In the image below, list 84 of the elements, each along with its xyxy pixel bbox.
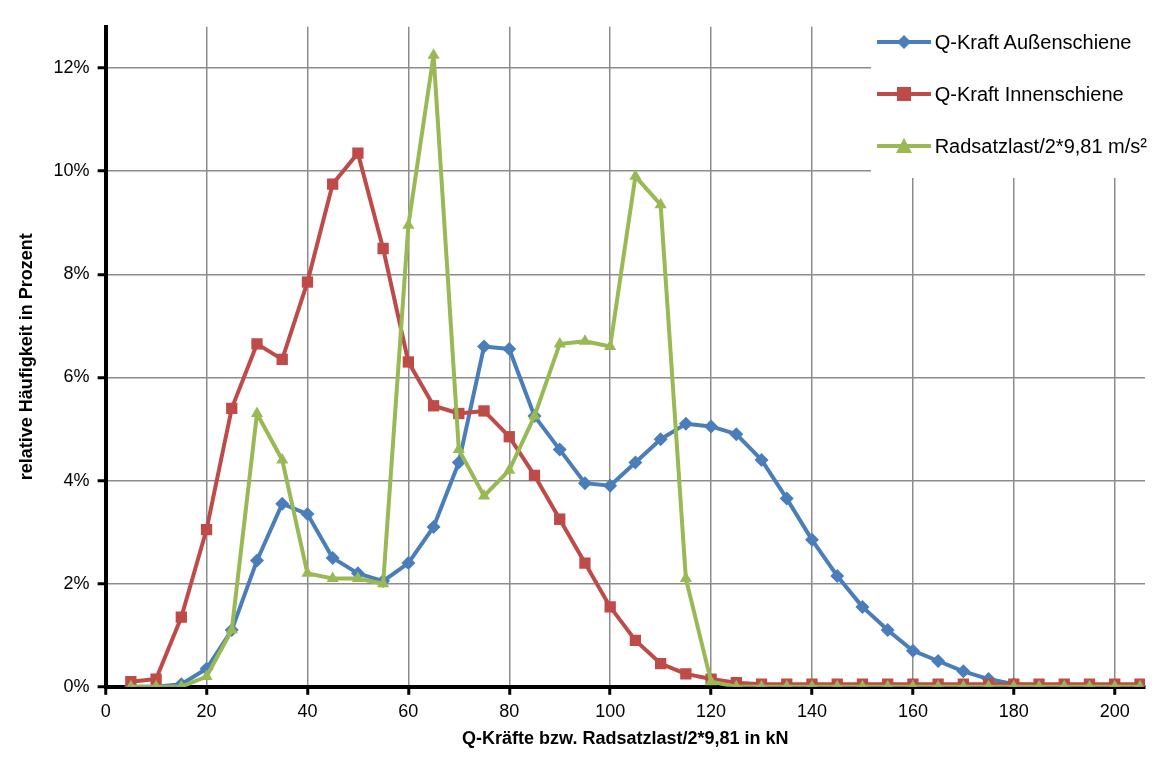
point <box>680 668 692 680</box>
point <box>629 169 642 180</box>
x-axis-title: Q-Kräfte bzw. Radsatzlast/2*9,81 in kN <box>462 728 789 749</box>
x-tick-label: 160 <box>897 700 928 721</box>
x-tick-label: 180 <box>998 700 1029 721</box>
point <box>880 623 895 638</box>
point <box>401 556 416 571</box>
point <box>402 356 415 368</box>
y-tick-label: 8% <box>63 263 90 284</box>
legend-label: Q-Kraft Außenschiene <box>934 30 1132 54</box>
point <box>225 623 238 634</box>
point <box>249 553 264 568</box>
point <box>603 478 618 493</box>
point <box>654 657 667 670</box>
point <box>554 513 566 525</box>
point <box>325 550 340 565</box>
point <box>830 568 845 583</box>
y-tick-label: 2% <box>63 572 90 593</box>
x-tick-label: 80 <box>499 700 520 721</box>
point <box>200 523 213 536</box>
point <box>503 463 516 474</box>
point <box>502 342 517 357</box>
point <box>552 442 567 457</box>
point <box>931 654 946 669</box>
point <box>528 469 541 482</box>
point <box>704 419 719 434</box>
point <box>528 409 541 420</box>
y-tick-label: 10% <box>53 160 90 181</box>
point <box>729 427 744 442</box>
point <box>175 611 187 623</box>
point <box>905 643 920 658</box>
point <box>251 338 263 350</box>
y-tick-label: 12% <box>53 57 90 78</box>
point <box>553 336 566 348</box>
x-tick-label: 100 <box>595 700 626 721</box>
x-tick-label: 200 <box>1099 700 1130 721</box>
point <box>754 452 769 467</box>
point <box>956 664 971 679</box>
point <box>477 339 492 354</box>
point <box>629 634 642 647</box>
x-tick-label: 140 <box>796 700 828 721</box>
point <box>427 400 440 412</box>
point <box>427 48 440 59</box>
point <box>402 218 415 229</box>
point <box>327 178 339 190</box>
x-tick-label: 20 <box>196 700 217 721</box>
point <box>276 452 289 464</box>
point <box>451 455 466 470</box>
point <box>276 353 288 366</box>
point <box>226 402 238 415</box>
point <box>654 197 667 209</box>
point <box>805 532 819 547</box>
point <box>351 571 364 583</box>
point <box>377 242 389 255</box>
point <box>604 601 616 613</box>
point <box>503 431 515 443</box>
point <box>578 334 592 345</box>
point <box>275 496 290 511</box>
point <box>577 476 592 491</box>
y-axis-title: relative Häufigkeit in Prozent <box>15 233 36 481</box>
y-tick-label: 6% <box>63 366 90 387</box>
point <box>300 507 315 522</box>
point <box>628 455 643 470</box>
point <box>477 489 491 500</box>
point <box>653 432 668 447</box>
y-tick-label: 4% <box>63 469 90 490</box>
point <box>855 599 870 614</box>
x-tick-label: 40 <box>297 700 318 721</box>
point <box>779 491 794 506</box>
legend-label: Q-Kraft Innenschiene <box>934 82 1124 106</box>
point <box>352 147 364 159</box>
x-tick-label: 120 <box>696 700 727 721</box>
point <box>478 405 490 417</box>
legend-label: Radsatzlast/2*9,81 m/s² <box>934 134 1147 158</box>
point <box>426 519 441 534</box>
y-tick-label: 0% <box>63 675 90 696</box>
x-tick-label: 60 <box>398 700 419 721</box>
point <box>678 416 693 431</box>
point <box>579 557 591 569</box>
point <box>250 406 264 418</box>
point <box>326 571 339 583</box>
point <box>301 276 314 288</box>
point <box>301 566 314 577</box>
x-tick-label: 0 <box>100 700 111 721</box>
